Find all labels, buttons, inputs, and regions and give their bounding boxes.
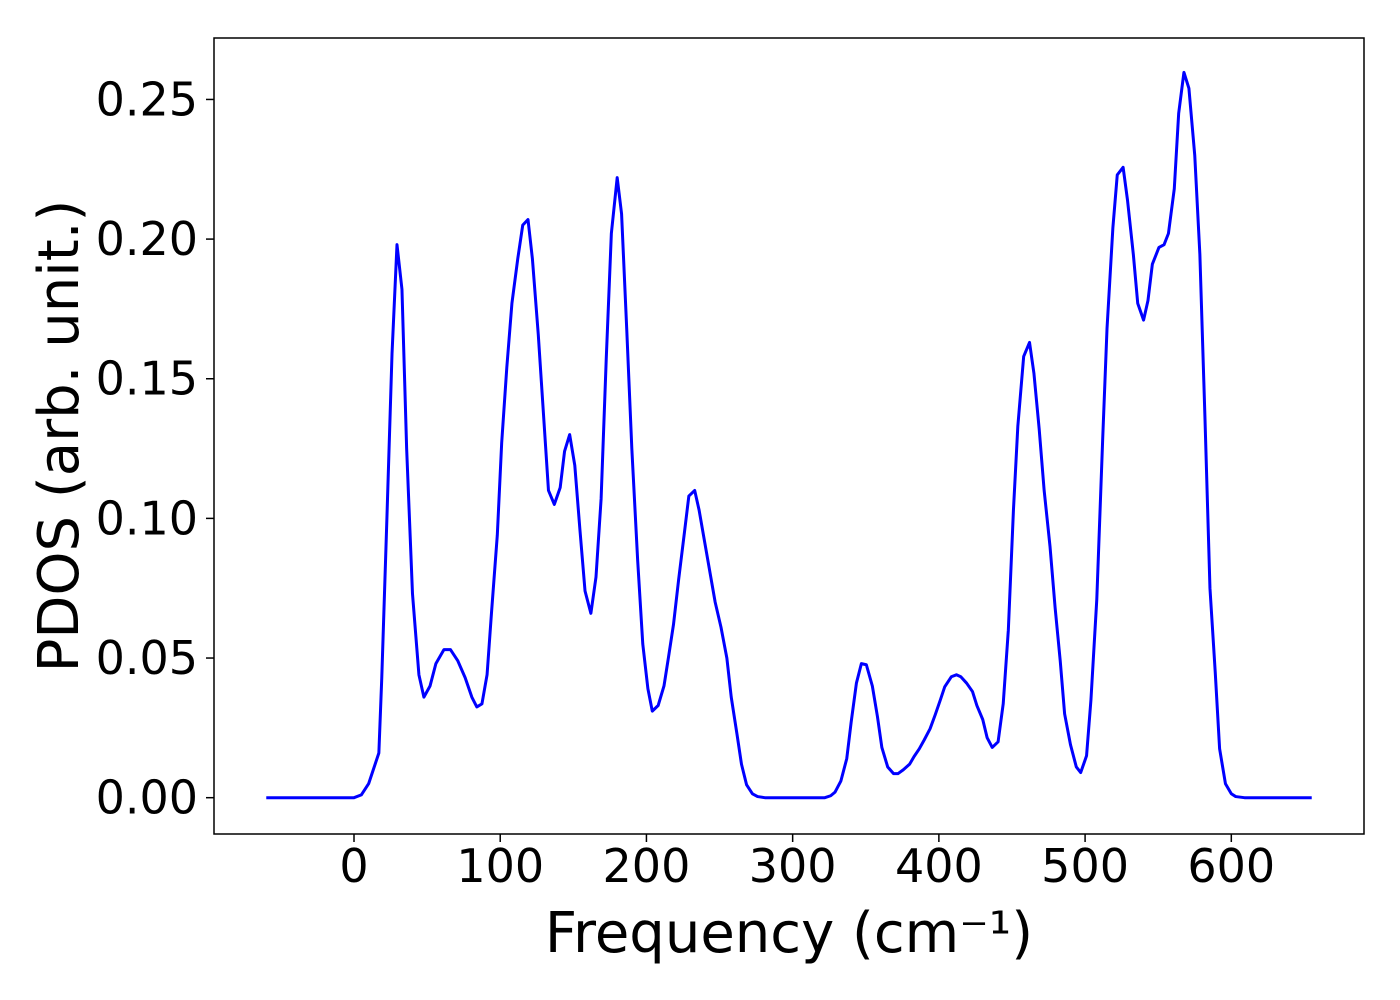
x-tick-label: 300	[749, 839, 837, 893]
y-tick-label: 0.10	[96, 491, 198, 545]
x-tick-label: 400	[895, 839, 983, 893]
plot-frame	[213, 37, 1365, 835]
x-tick-label: 100	[456, 839, 544, 893]
y-tick-label: 0.25	[96, 72, 198, 126]
y-tick-label: 0.15	[96, 352, 198, 406]
x-tick-label: 0	[339, 839, 368, 893]
x-axis-label: Frequency (cm⁻¹)	[545, 901, 1033, 966]
data-line	[266, 70, 1312, 800]
y-tick-label: 0.05	[96, 631, 198, 685]
y-axis-label: PDOS (arb. unit.)	[27, 200, 92, 673]
x-tick-label: 500	[1041, 839, 1129, 893]
x-tick-label: 200	[603, 839, 691, 893]
x-tick-label: 600	[1187, 839, 1275, 893]
y-tick-label: 0.20	[96, 212, 198, 266]
y-tick-label: 0.00	[96, 771, 198, 825]
